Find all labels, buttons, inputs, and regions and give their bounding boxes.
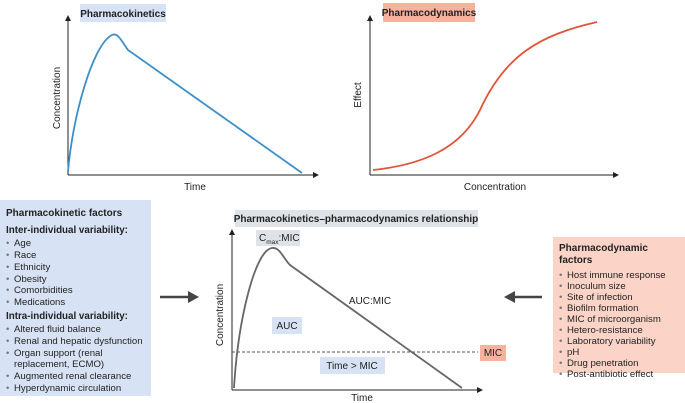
axis-label: Concentration <box>52 67 63 129</box>
item: Renal and hepatic dysfunction <box>6 336 145 348</box>
item: Ethnicity <box>6 262 145 274</box>
group-heading: Inter-individual variability: <box>6 224 128 236</box>
item: Hyperdynamic circulation <box>6 383 145 395</box>
label-box <box>272 317 302 334</box>
item: Laboratory variability <box>559 336 679 347</box>
item: Post-antibiotic effect <box>559 369 679 380</box>
cmax-label: Cmax:MIC <box>259 233 300 246</box>
item: Organ support (renal replacement, ECMO) <box>6 348 145 371</box>
label-box <box>256 230 300 246</box>
pkpd-curve <box>233 247 463 389</box>
group-heading: Intra-individual variability: <box>6 310 128 322</box>
item: Site of infection <box>559 292 679 303</box>
relationship-title: Pharmacokinetics–pharmacodynamics relati… <box>234 214 479 225</box>
pd-curve <box>372 21 598 171</box>
label-box <box>383 3 475 22</box>
item: pH <box>559 347 679 358</box>
box-title: Pharmacodynamic factors <box>559 243 648 266</box>
item: Race <box>6 250 145 262</box>
box-title: Pharmacokinetic factors <box>6 208 123 219</box>
list: Host immune response Inoculum size Site … <box>559 270 679 380</box>
arrow-head <box>188 291 199 303</box>
panel-label: Pharmacodynamics <box>382 8 477 19</box>
mic-label: MIC <box>484 348 502 359</box>
item: Altered fluid balance <box>6 324 145 336</box>
label-box <box>320 357 385 374</box>
item: MIC of microorganism <box>559 314 679 325</box>
item: Comorbidities <box>6 285 145 297</box>
item: Augmented renal clearance <box>6 371 145 383</box>
axis-label: Concentration <box>464 182 526 193</box>
cmax-rest: :MIC <box>279 233 300 244</box>
item: Obesity <box>6 274 145 286</box>
cmax-sub: max <box>266 239 279 246</box>
label-box <box>480 345 506 361</box>
list: Age Race Ethnicity Obesity Comorbidities… <box>6 238 145 308</box>
pk-factors: Pharmacokinetic factors Inter-individual… <box>0 200 151 396</box>
pk-curve <box>67 33 303 174</box>
panel-label: Pharmacokinetics <box>80 9 166 20</box>
axis-label: Time <box>184 182 206 193</box>
title-box <box>235 210 478 227</box>
axis-label: Time <box>351 393 373 403</box>
auc-mic-label: AUC:MIC <box>349 296 391 307</box>
item: Host immune response <box>559 270 679 281</box>
item: Age <box>6 238 145 250</box>
item: Inoculum size <box>559 281 679 292</box>
axis-label: Concentration <box>215 284 226 346</box>
axis-label: Effect <box>353 82 364 108</box>
arrow-head <box>504 291 515 303</box>
cmax-c: C <box>259 233 266 244</box>
list: Altered fluid balance Renal and hepatic … <box>6 324 145 394</box>
item: Hetero-resistance <box>559 325 679 336</box>
item: Drug penetration <box>559 358 679 369</box>
pd-factors: Pharmacodynamic factors Host immune resp… <box>553 237 685 380</box>
item: Medications <box>6 297 145 309</box>
item: Biofilm formation <box>559 303 679 314</box>
label-box <box>80 4 166 22</box>
auc-label: AUC <box>276 321 297 332</box>
time-mic-label: Time > MIC <box>326 361 378 372</box>
